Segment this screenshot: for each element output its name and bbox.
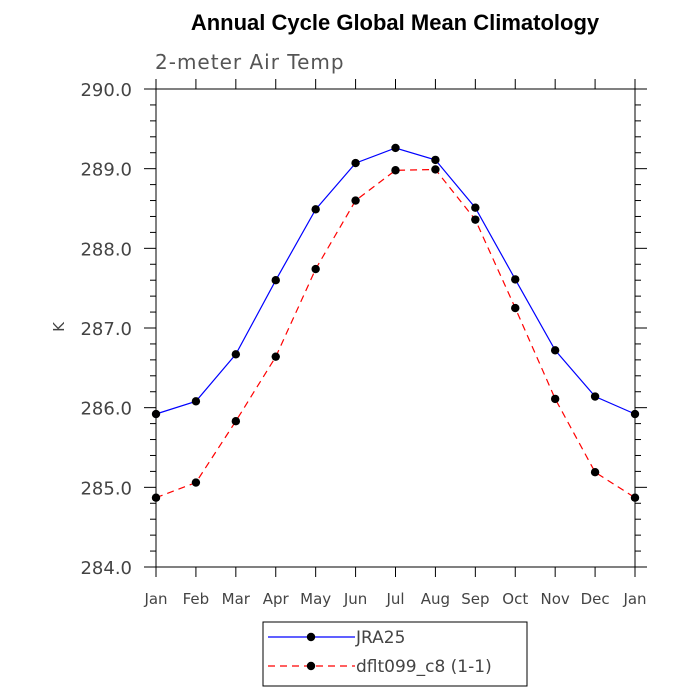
data-point	[590, 392, 600, 401]
y-axis-label: K	[50, 321, 68, 332]
x-tick-label: Nov	[541, 590, 570, 608]
data-point	[271, 276, 280, 285]
legend-label: dflt099_c8 (1-1)	[356, 657, 492, 677]
x-tick-label: Oct	[502, 590, 528, 608]
legend: JRA25 dflt099_c8 (1-1)	[262, 621, 528, 687]
x-tick-labels: Jan Feb Mar Apr May Jun Jul Aug Sep Oct Nov Dec Jan	[143, 590, 646, 608]
y-tick-label: 288.0	[80, 239, 132, 260]
data-point	[550, 394, 560, 404]
x-tick-label: Jan	[143, 590, 167, 608]
data-point	[351, 158, 360, 168]
data-point	[590, 467, 600, 477]
data-point	[351, 196, 360, 205]
data-point	[511, 303, 520, 313]
data-point	[391, 166, 400, 175]
data-point	[431, 165, 440, 174]
y-tick-label: 286.0	[80, 399, 132, 420]
x-tick-label: Dec	[581, 590, 610, 608]
data-point	[511, 275, 520, 284]
x-tick-label: Jun	[343, 590, 367, 608]
x-tick-label: Aug	[421, 590, 450, 608]
y-tick-label: 285.0	[80, 478, 132, 499]
x-tick-label: Apr	[263, 590, 290, 608]
data-point	[471, 203, 480, 212]
x-tick-label: Mar	[222, 590, 251, 608]
x-tick-label: Sep	[461, 590, 489, 608]
data-point	[231, 350, 241, 359]
legend-marker	[306, 661, 316, 671]
x-tick-label: Jan	[622, 590, 646, 608]
data-point	[231, 417, 241, 426]
axis-ticks	[144, 79, 647, 577]
series-0	[151, 143, 640, 419]
plot-frame	[155, 88, 636, 568]
series-line	[155, 168, 636, 499]
legend-box	[262, 621, 528, 687]
data-point	[191, 397, 201, 406]
data-point	[471, 215, 480, 224]
chart-title: Annual Cycle Global Mean Climatology	[191, 10, 600, 35]
legend-label: JRA25	[355, 628, 405, 648]
data-point	[391, 143, 400, 153]
chart-subtitle: 2-meter Air Temp	[155, 50, 345, 74]
x-tick-label: May	[300, 590, 331, 608]
data-point	[311, 264, 320, 274]
data-point	[271, 352, 280, 361]
data-point	[550, 346, 560, 355]
y-tick-labels: 284.0 285.0 286.0 287.0 288.0 289.0 290.0	[80, 80, 132, 579]
data-point	[311, 205, 320, 214]
data-point	[630, 493, 640, 502]
series-line	[155, 147, 636, 415]
data-point	[431, 155, 440, 165]
y-tick-label: 287.0	[80, 319, 132, 340]
data-point	[191, 478, 201, 487]
series-layer	[151, 143, 640, 502]
data-point	[151, 493, 161, 502]
data-point	[151, 409, 161, 419]
legend-items: JRA25 dflt099_c8 (1-1)	[268, 628, 492, 677]
y-tick-label: 284.0	[80, 558, 132, 579]
x-tick-label: Jul	[385, 590, 404, 608]
y-tick-label: 290.0	[80, 80, 132, 101]
x-tick-label: Feb	[183, 590, 210, 608]
data-point	[630, 409, 640, 419]
y-tick-label: 289.0	[80, 160, 132, 181]
series-1	[151, 165, 640, 502]
legend-marker	[306, 632, 316, 642]
